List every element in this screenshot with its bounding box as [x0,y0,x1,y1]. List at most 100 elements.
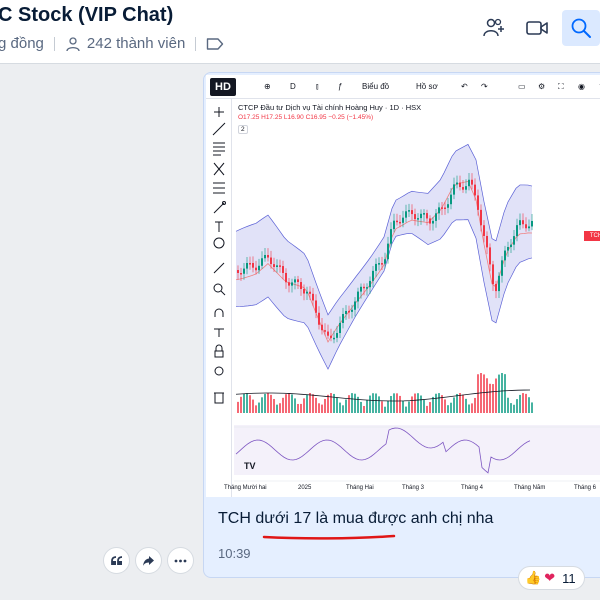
candle-body [237,270,239,273]
volume-bar [243,393,245,413]
volume-bar [483,374,485,413]
symbol-title: CTCP Đầu tư Dịch vụ Tài chính Hoàng Huy … [238,103,422,112]
layout-icon: ▭ [518,82,526,91]
volume-bar [492,384,494,413]
candle-body [411,210,413,215]
quote-icon[interactable] [103,547,130,574]
search-icon[interactable] [562,10,600,46]
candle-body [336,333,338,338]
candle-body [516,225,518,237]
volume-bar [333,393,335,413]
volume-bar [465,398,467,413]
candle-body [531,220,533,227]
candle-body [261,258,263,266]
volume-bar [444,399,446,413]
candle-body [327,331,329,336]
message-time: 10:39 [218,546,251,561]
candle-body [324,330,326,332]
share-icon[interactable] [135,547,162,574]
candle-body [495,283,497,292]
conversation-meta: g đồng 242 thành viên [0,35,224,52]
meta-divider [53,36,55,51]
volume-bar [321,404,323,413]
candle-body [273,264,275,267]
candle-body [279,265,281,267]
candle-body [438,207,440,214]
volume-bar [351,393,353,413]
volume-bar [408,401,410,413]
candle-body [363,286,365,289]
volume-bar [264,393,266,413]
candle-body [297,279,299,283]
volume-bar [297,403,299,413]
more-icon[interactable] [167,547,194,574]
candle-body [318,312,320,325]
chart-menu-label: Biểu đồ [362,82,390,91]
x-axis-label: Tháng Năm [514,485,546,491]
volume-bar [426,405,428,413]
candle-body [513,236,515,245]
volume-bar [312,394,314,413]
volume-bar [525,393,527,413]
volume-bar [381,401,383,413]
conversation-title[interactable]: C Stock (VIP Chat) [0,4,173,27]
volume-bar [438,393,440,413]
member-count[interactable]: 242 thành viên [86,35,186,52]
candle-body [369,280,371,288]
tag-icon[interactable] [206,37,224,51]
candle-body [264,254,266,259]
candle-body [312,293,314,301]
candle-body [492,264,494,284]
candle-body [243,268,245,274]
candle-body [468,179,470,187]
candle-body [315,300,317,313]
volume-bar [300,403,302,413]
volume-bar [360,401,362,413]
volume-bar [423,400,425,413]
x-axis-label: Tháng Hai [346,485,374,491]
video-call-icon[interactable] [518,10,556,46]
red-underline-annotation [262,534,396,540]
candle-body [423,213,425,215]
volume-bar [384,406,386,413]
candle-body [345,310,347,314]
candle-body [390,229,392,244]
message-bubble[interactable]: HD ⊕ D ⫾ ƒ Biểu đồ Hồ sơ ↶ ↷ ▭ ⚙ ⛶ ◉ ⇪ [203,72,600,578]
camera-icon: ◉ [578,82,585,91]
volume-bar [315,397,317,413]
candle-body [333,337,335,340]
volume-bar [456,393,458,413]
add-group-icon[interactable] [474,10,512,46]
volume-bar [246,393,248,413]
chart-screenshot-image[interactable]: HD ⊕ D ⫾ ƒ Biểu đồ Hồ sơ ↶ ↷ ▭ ⚙ ⛶ ◉ ⇪ [206,75,600,497]
candle-body [255,267,257,271]
reaction-count: 11 [562,570,576,586]
candle-body [270,257,272,265]
volume-bar [237,401,239,413]
volume-bar [369,395,371,413]
candle-body [501,260,503,276]
volume-bar [396,393,398,413]
volume-bar [516,399,518,413]
volume-bar [519,394,521,413]
volume-bar [504,374,506,413]
volume-bar [318,403,320,413]
candle-body [405,211,407,218]
candle-body [525,224,527,229]
volume-bar [372,393,374,413]
volume-bar [411,396,413,413]
volume-bar [303,398,305,413]
candle-body [309,291,311,294]
volume-bar [489,383,491,413]
reaction-summary[interactable]: 👍 ❤ 11 [518,566,585,590]
volume-bar [291,394,293,413]
volume-bar [462,394,464,413]
volume-bar [357,396,359,413]
volume-bar [336,397,338,413]
message-text: TCH dưới 17 là mua được anh chị nha [218,510,494,527]
candle-body [510,244,512,248]
volume-bar [366,400,368,413]
candle-body [285,272,287,283]
candle-body [360,286,362,292]
volume-bar [441,395,443,413]
